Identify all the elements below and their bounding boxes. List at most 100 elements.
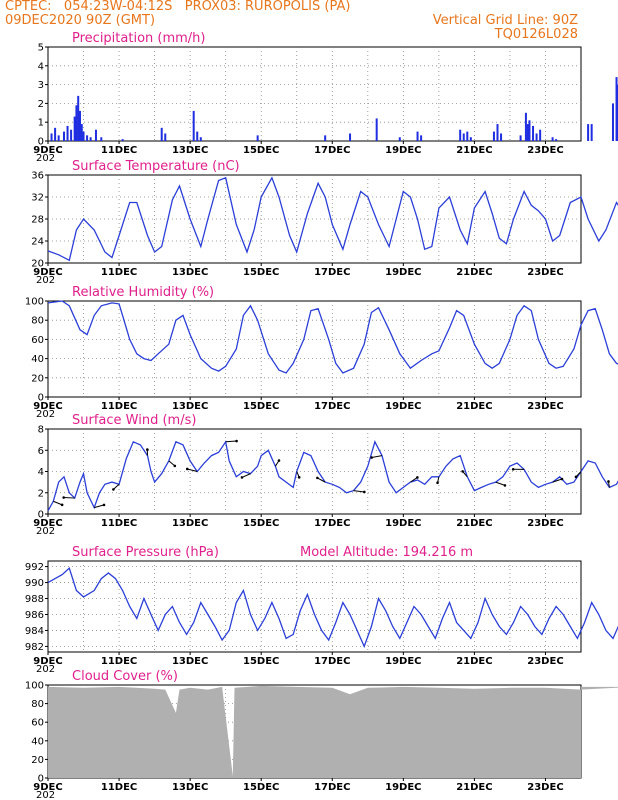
precip-bar — [469, 137, 472, 141]
x-tick-label: 15DEC — [243, 782, 279, 793]
precip-bar — [82, 131, 85, 141]
y-tick-label: 986 — [25, 610, 44, 621]
x-tick-label: 23DEC — [527, 782, 563, 793]
precip-bar — [528, 120, 531, 141]
x-year-label: 202 — [36, 790, 55, 800]
precip-bar — [496, 124, 499, 141]
x-tick-label: 9DEC — [33, 782, 62, 793]
x-tick-label: 11DEC — [101, 145, 137, 156]
precip-bar — [462, 133, 465, 141]
x-year-label: 202 — [36, 664, 55, 675]
panel-subtitle: Model Altitude: 194.216 m — [300, 545, 473, 560]
x-tick-label: 23DEC — [527, 267, 563, 278]
y-tick-label: 992 — [25, 562, 44, 573]
precip-bar — [80, 124, 83, 141]
plot-frame — [47, 300, 582, 398]
precip-bar — [532, 125, 535, 141]
x-tick-label: 15DEC — [243, 656, 279, 667]
series-line — [47, 300, 618, 374]
wind-arrow — [94, 504, 105, 509]
series-line — [47, 440, 618, 512]
header-grid-line: Vertical Grid Line: 90Z — [432, 13, 578, 28]
wind-arrow-head — [574, 475, 578, 479]
y-tick-label: 80 — [31, 699, 44, 710]
wind-arrow-head — [607, 480, 610, 483]
precip-bar — [160, 127, 163, 141]
precip-bar — [459, 129, 462, 141]
plot-frame — [47, 46, 582, 142]
y-tick-label: 60 — [31, 718, 44, 729]
x-tick-label: 19DEC — [385, 782, 421, 793]
precip-bar — [349, 133, 352, 141]
x-year-label: 202 — [36, 526, 55, 537]
wind-arrow-head — [416, 476, 419, 479]
precip-bar — [66, 125, 69, 141]
x-tick-label: 17DEC — [314, 518, 350, 529]
panel-title: Relative Humidity (%) — [72, 285, 214, 300]
wind-arrow — [241, 473, 251, 478]
wind-arrow — [495, 481, 506, 486]
wind-arrow-head — [461, 470, 464, 473]
precip-bar — [199, 137, 202, 141]
precip-bar — [94, 129, 97, 141]
precip-bar — [587, 124, 590, 141]
plot-frame — [47, 428, 582, 515]
y-tick-label: 990 — [25, 578, 44, 589]
y-tick-label: 100 — [25, 681, 44, 692]
precip-bar — [100, 137, 103, 141]
x-tick-label: 13DEC — [172, 518, 208, 529]
cloud-area — [48, 685, 618, 778]
precip-bar — [555, 139, 558, 141]
x-tick-label: 17DEC — [314, 656, 350, 667]
y-tick-label: 0 — [38, 137, 44, 148]
wind-arrow-head — [316, 476, 319, 480]
x-tick-label: 23DEC — [527, 401, 563, 412]
panel-4: 0 2 4 6 8 9DEC 11DEC 13DEC 15DEC 17DEC 19DEC 21DEC 2… — [33, 413, 618, 537]
panel-2: 20 24 28 32 36 9DEC 11DEC 13DEC 15DEC 17DEC 19DEC 2… — [31, 159, 618, 286]
y-tick-label: 60 — [31, 335, 44, 346]
precip-bar — [77, 95, 80, 141]
x-tick-label: 21DEC — [456, 656, 492, 667]
series-line — [47, 176, 618, 262]
precip-bar — [256, 135, 259, 141]
precip-bar — [121, 139, 124, 141]
precip-bar — [526, 124, 529, 141]
y-tick-label: 4 — [38, 467, 44, 478]
precip-bar — [375, 118, 378, 141]
precip-bar — [500, 133, 503, 141]
y-tick-label: 28 — [31, 215, 44, 226]
x-tick-label: 17DEC — [314, 145, 350, 156]
panel-title: Cloud Cover (%) — [72, 669, 178, 684]
wind-arrow — [53, 500, 63, 506]
y-tick-label: 2 — [38, 99, 44, 110]
wind-arrow-head — [102, 503, 106, 507]
y-tick-label: 5 — [38, 43, 44, 54]
x-tick-label: 13DEC — [172, 782, 208, 793]
precip-bar — [75, 105, 78, 141]
x-tick-label: 9DEC — [33, 656, 62, 667]
x-tick-label: 21DEC — [456, 145, 492, 156]
x-tick-label: 11DEC — [101, 401, 137, 412]
wind-arrow-head — [511, 467, 515, 471]
x-tick-label: 11DEC — [101, 518, 137, 529]
wind-arrow — [410, 477, 418, 483]
precip-bar — [62, 131, 65, 141]
y-tick-label: 0 — [38, 510, 44, 521]
precip-bar — [57, 135, 60, 141]
wind-arrow-head — [146, 448, 149, 451]
y-tick-label: 24 — [31, 237, 44, 248]
wind-arrow-head — [60, 503, 64, 507]
x-tick-label: 13DEC — [172, 267, 208, 278]
precip-bar — [466, 131, 469, 141]
wind-arrow-head — [297, 476, 301, 479]
y-tick-label: 3 — [38, 80, 44, 91]
y-tick-label: 80 — [31, 316, 44, 327]
plot-frame — [47, 174, 582, 264]
x-year-label: 202 — [36, 275, 55, 286]
panel-5: 982 984 986 988 990 992 9DEC 11DEC 13DEC 15DEC 17D… — [25, 545, 618, 675]
y-tick-label: 984 — [25, 626, 44, 637]
x-tick-label: 15DEC — [243, 145, 279, 156]
x-tick-label: 15DEC — [243, 518, 279, 529]
precip-bar — [398, 137, 401, 141]
y-tick-label: 20 — [31, 259, 44, 270]
